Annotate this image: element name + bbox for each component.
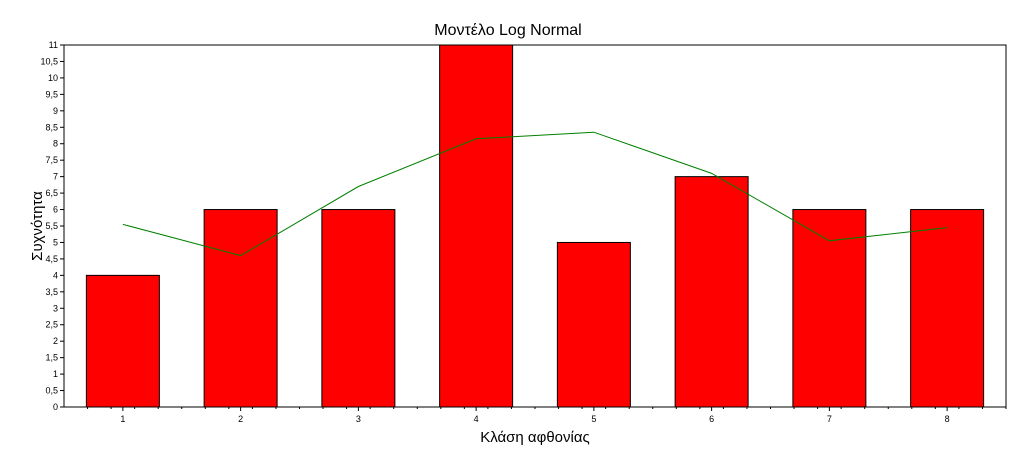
bar (556, 241, 631, 408)
y-axis-label: Συχνότητα (29, 191, 46, 261)
y-tick-label: 0,5 (45, 386, 58, 396)
y-tick-label: 0 (53, 402, 58, 412)
y-tick-label: 8,5 (45, 122, 58, 132)
y-tick-label: 9 (53, 106, 58, 116)
y-tick-label: 5,5 (45, 221, 58, 231)
y-tick-label: 1,5 (45, 353, 58, 363)
y-tick-label: 11 (49, 40, 58, 50)
y-tick-label: 3,5 (45, 287, 58, 297)
y-tick-label: 10,5 (40, 56, 58, 66)
x-axis-label: Κλάση αφθονίας (480, 429, 590, 446)
x-tick-label: 7 (827, 414, 832, 424)
bar (85, 274, 160, 408)
y-tick-label: 4,5 (45, 254, 58, 264)
y-tick-label: 2 (53, 336, 58, 346)
y-tick-label: 6,5 (45, 188, 58, 198)
y-tick-label: 3 (53, 303, 58, 313)
y-tick-label: 8 (53, 139, 58, 149)
bar (792, 209, 867, 408)
y-tick-label: 7 (53, 172, 58, 182)
x-axis: 1 2 3 4 5 6 7 8 (87, 407, 1007, 424)
x-tick-label: 3 (356, 414, 361, 424)
y-tick-label: 2,5 (45, 320, 58, 330)
bar-series (85, 44, 985, 408)
chart-title: Μοντέλο Log Normal (434, 22, 581, 39)
x-tick-label: 1 (120, 414, 125, 424)
y-tick-label: 7,5 (45, 155, 58, 165)
x-tick-label: 8 (945, 414, 950, 424)
fitted-line (122, 131, 948, 257)
bar (910, 209, 985, 408)
x-tick-label: 5 (591, 414, 596, 424)
bar (674, 176, 749, 408)
line-series (122, 131, 948, 257)
bar (203, 209, 278, 408)
y-tick-label: 6 (53, 205, 58, 215)
bar (321, 209, 396, 408)
x-tick-label: 6 (709, 414, 714, 424)
y-tick-label: 4 (53, 270, 58, 280)
y-tick-label: 5 (53, 237, 58, 247)
x-tick-label: 2 (238, 414, 243, 424)
y-tick-label: 10 (48, 73, 58, 83)
y-tick-label: 9,5 (45, 89, 58, 99)
x-tick-label: 4 (474, 414, 479, 424)
bar (439, 44, 514, 408)
y-tick-label: 1 (53, 369, 58, 379)
y-axis: 0 0,5 1 1,5 2 2,5 3 3,5 4 4,5 5 5,5 6 6,5 7 7,5 8 8,5 9 9,5… (40, 40, 64, 412)
